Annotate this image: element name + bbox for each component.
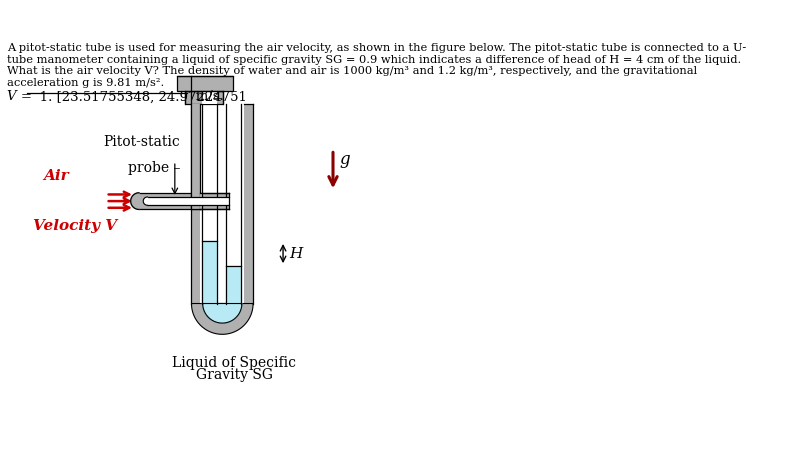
Bar [139,193,229,209]
Bar [147,197,229,205]
Bar [191,104,200,304]
Text: Liquid of Specific: Liquid of Specific [172,356,297,370]
Polygon shape [202,304,242,323]
Text: Velocity V: Velocity V [33,219,117,233]
Bar [185,91,223,104]
Text: 1. [23.51755348, 24.97224751: 1. [23.51755348, 24.97224751 [27,90,247,103]
Polygon shape [131,193,139,209]
Bar [200,193,202,209]
Text: H: H [289,247,303,261]
Bar [244,104,253,304]
Text: Pitot-static: Pitot-static [103,135,180,149]
Text: A pitot-static tube is used for measuring the air velocity, as shown in the figu: A pitot-static tube is used for measurin… [6,43,746,53]
Polygon shape [203,304,242,323]
Bar [191,104,200,209]
Bar [202,91,217,104]
Polygon shape [144,197,147,205]
Text: m/s.: m/s. [183,90,224,103]
Text: g: g [339,151,351,168]
Bar [178,76,233,91]
Text: acceleration g is 9.81 m/s².: acceleration g is 9.81 m/s². [6,78,164,88]
Text: V =: V = [6,90,36,103]
Text: What is the air velocity V? The density of water and air is 1000 kg/m³ and 1.2 k: What is the air velocity V? The density … [6,66,697,76]
Text: probe –: probe – [128,161,180,175]
Text: Gravity SG: Gravity SG [196,368,273,382]
Text: Air: Air [44,169,69,183]
Polygon shape [191,304,253,334]
Text: tube manometer containing a liquid of specific gravity SG = 0.9 which indicates : tube manometer containing a liquid of sp… [6,55,741,65]
